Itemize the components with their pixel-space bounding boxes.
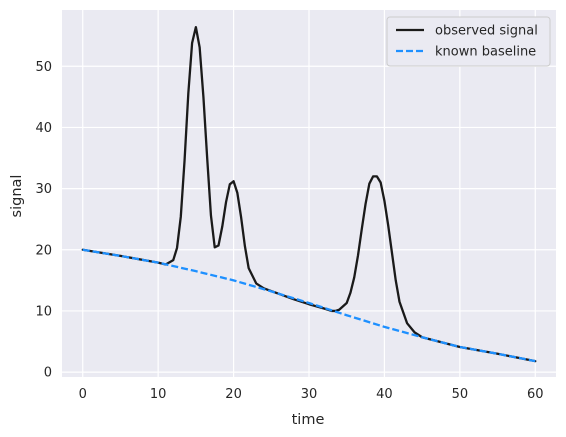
y-tick-label: 40 (35, 121, 52, 136)
series-layer (81, 25, 537, 363)
x-tick-label: 0 (79, 387, 87, 402)
y-tick-label: 30 (35, 182, 52, 197)
x-tick-label: 30 (301, 387, 318, 402)
y-tick-label: 10 (35, 304, 52, 319)
x-tick-label: 40 (376, 387, 393, 402)
x-tick-label: 10 (150, 387, 167, 402)
legend-label-known-baseline: known baseline (435, 45, 536, 60)
x-tick-label: 60 (527, 387, 544, 402)
legend-label-observed-signal: observed signal (435, 24, 538, 39)
x-tick-label: 20 (225, 387, 242, 402)
grid-lines (62, 10, 556, 377)
y-tick-label: 20 (35, 243, 52, 258)
legend-box (386, 16, 551, 67)
y-tick-label: 50 (35, 60, 52, 75)
series-line-known-baseline (82, 248, 536, 363)
legend: observed signal known baseline (386, 16, 551, 67)
tick-labels: 0 10 20 30 40 50 60 0 10 20 30 40 50 (35, 60, 543, 402)
x-axis-label: time (292, 412, 325, 428)
y-tick-label: 0 (44, 366, 52, 381)
y-axis-label: signal (9, 175, 25, 218)
x-tick-label: 50 (452, 387, 469, 402)
